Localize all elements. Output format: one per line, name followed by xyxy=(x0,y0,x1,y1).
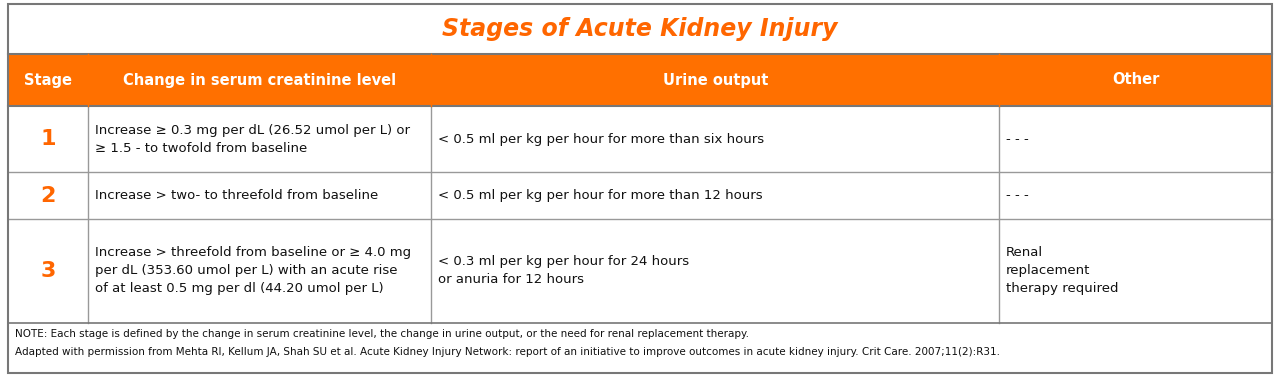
Text: 1: 1 xyxy=(40,129,55,149)
Text: Renal
replacement
therapy required: Renal replacement therapy required xyxy=(1006,247,1119,296)
Text: Urine output: Urine output xyxy=(663,72,768,87)
Bar xyxy=(8,4,1272,54)
Text: Increase > threefold from baseline or ≥ 4.0 mg
per dL (353.60 umol per L) with a: Increase > threefold from baseline or ≥ … xyxy=(95,247,411,296)
Text: 3: 3 xyxy=(40,261,55,281)
Text: - - -: - - - xyxy=(1006,189,1029,202)
Text: Stage: Stage xyxy=(24,72,72,87)
Text: Change in serum creatinine level: Change in serum creatinine level xyxy=(123,72,396,87)
Text: < 0.5 ml per kg per hour for more than 12 hours: < 0.5 ml per kg per hour for more than 1… xyxy=(439,189,763,202)
Text: Increase ≥ 0.3 mg per dL (26.52 umol per L) or
≥ 1.5 - to twofold from baseline: Increase ≥ 0.3 mg per dL (26.52 umol per… xyxy=(95,124,410,155)
Text: 2: 2 xyxy=(40,185,55,205)
Bar xyxy=(8,219,1272,323)
Text: - - -: - - - xyxy=(1006,133,1029,146)
Text: < 0.5 ml per kg per hour for more than six hours: < 0.5 ml per kg per hour for more than s… xyxy=(439,133,764,146)
Text: Other: Other xyxy=(1112,72,1160,87)
Text: < 0.3 ml per kg per hour for 24 hours
or anuria for 12 hours: < 0.3 ml per kg per hour for 24 hours or… xyxy=(439,256,690,287)
Bar xyxy=(8,54,1272,106)
Bar xyxy=(8,106,1272,172)
Text: NOTE: Each stage is defined by the change in serum creatinine level, the change : NOTE: Each stage is defined by the chang… xyxy=(15,329,749,339)
Bar xyxy=(8,172,1272,219)
Text: Stages of Acute Kidney Injury: Stages of Acute Kidney Injury xyxy=(443,17,837,41)
Text: Adapted with permission from Mehta RI, Kellum JA, Shah SU et al. Acute Kidney In: Adapted with permission from Mehta RI, K… xyxy=(15,347,1000,357)
Text: Increase > two- to threefold from baseline: Increase > two- to threefold from baseli… xyxy=(95,189,378,202)
Bar xyxy=(8,323,1272,373)
